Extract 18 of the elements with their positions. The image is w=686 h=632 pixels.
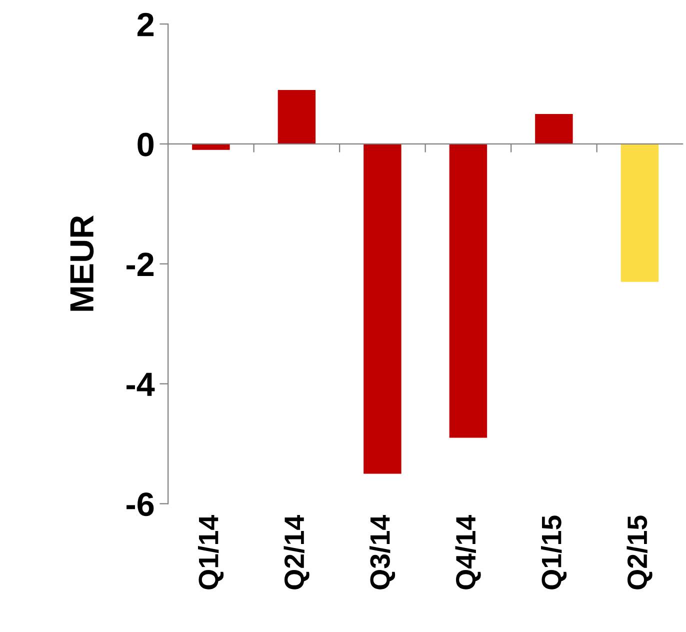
y-axis-title: MEUR	[70, 215, 94, 311]
y-tick-label: -6	[126, 492, 154, 516]
x-tick-label: Q2/14	[284, 514, 310, 590]
x-tick-label: Q3/14	[370, 514, 396, 590]
bar	[535, 114, 573, 144]
x-tick-label: Q1/14	[198, 514, 224, 590]
x-tick-label: Q1/15	[541, 516, 567, 590]
bar	[364, 144, 402, 474]
x-tick-label: Q4/14	[455, 514, 481, 590]
bar	[620, 144, 659, 282]
y-tick-label: -2	[126, 252, 154, 276]
bar	[278, 90, 316, 144]
bar	[192, 144, 230, 150]
x-tick-label: Q2/15	[626, 516, 652, 590]
y-tick-label: 0	[138, 132, 154, 156]
y-tick-label: 2	[137, 12, 154, 36]
bar	[449, 144, 488, 438]
y-tick-label: -4	[126, 372, 155, 396]
